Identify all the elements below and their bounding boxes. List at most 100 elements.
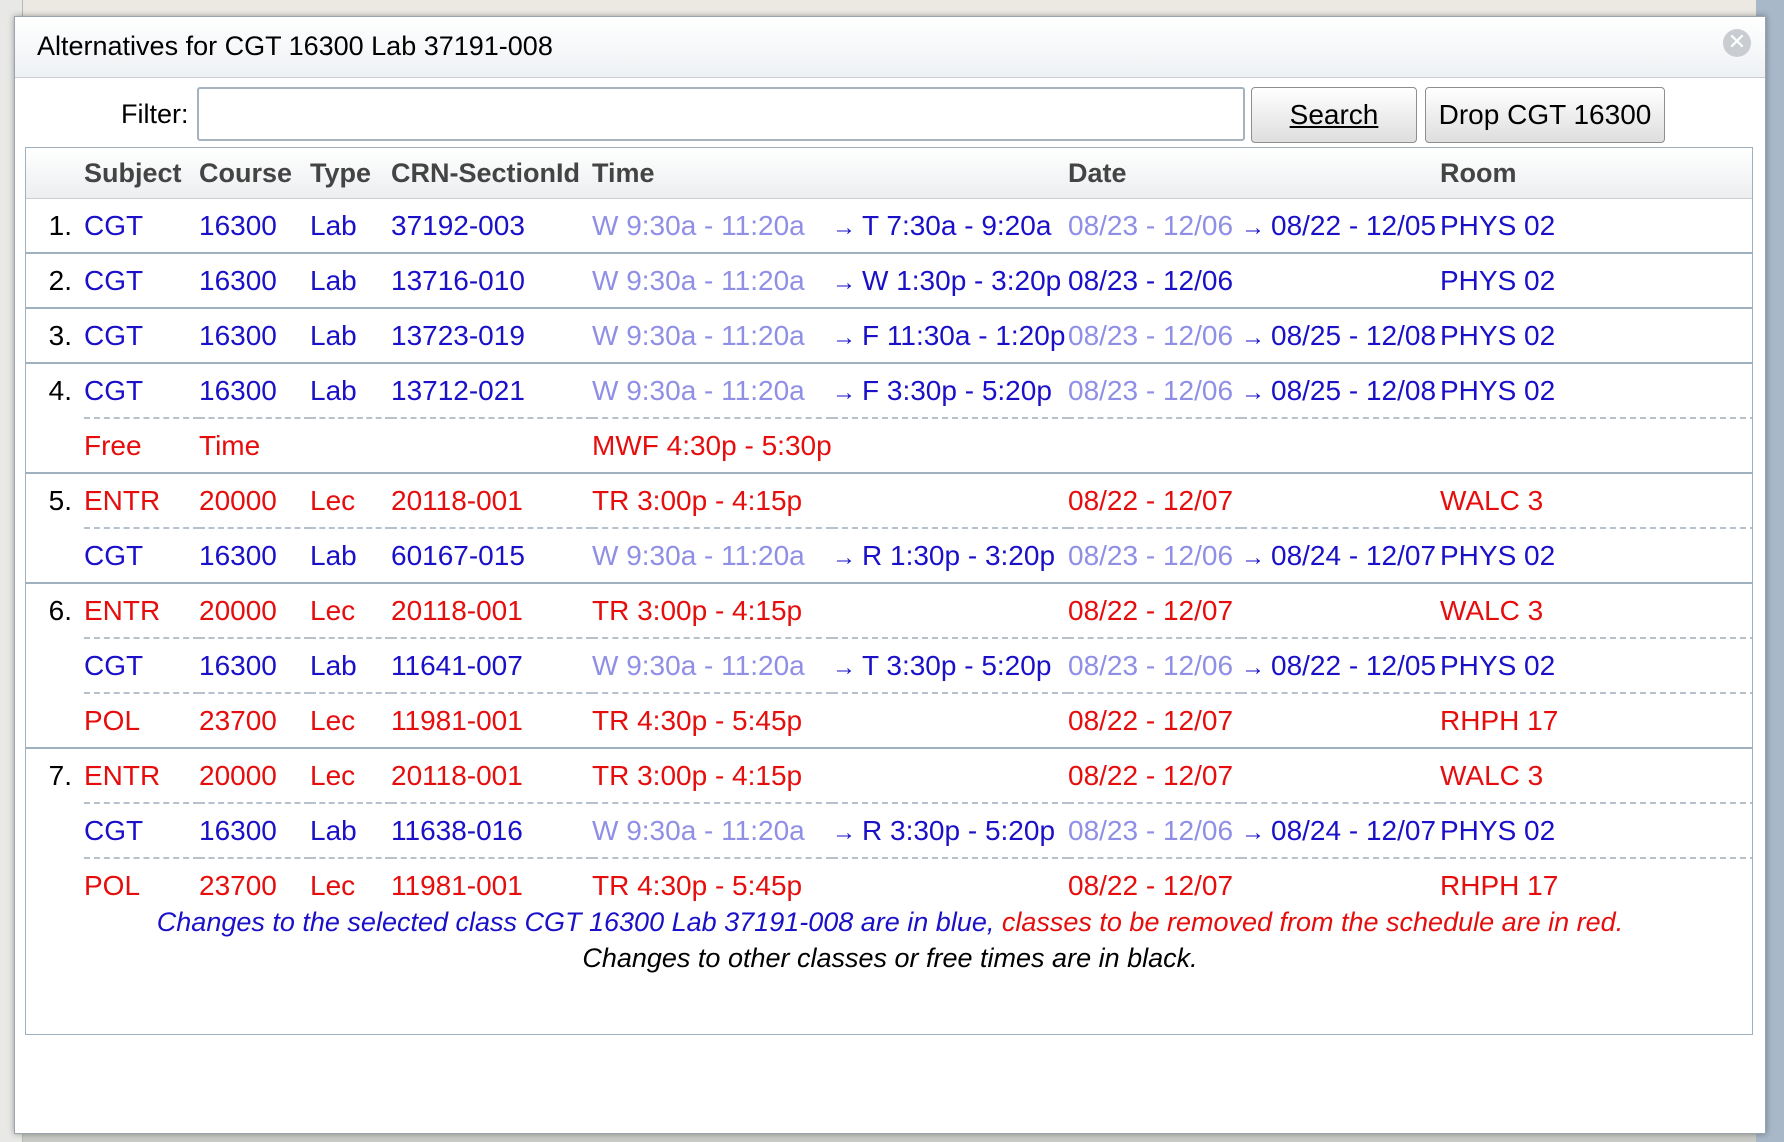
cell-date: 08/23 - 12/06	[1068, 209, 1234, 241]
cell-crn	[391, 417, 592, 473]
header-type[interactable]: Type	[310, 148, 391, 199]
cell-date-new	[1241, 747, 1440, 803]
cell-date: 08/22 - 12/07	[1068, 582, 1241, 638]
row-number	[26, 418, 84, 473]
alternatives-table-container[interactable]: Subject Course Type CRN-SectionId Time D…	[25, 147, 1753, 1035]
cell-room	[1440, 417, 1752, 473]
cell-course: 16300	[199, 209, 277, 241]
row-number	[26, 858, 84, 912]
cell-date-new: → 08/24 - 12/07	[1241, 802, 1440, 858]
cell-date-new	[1241, 582, 1440, 638]
table-row[interactable]: CGT 16300 Lab 11638-016 W 9:30a - 11:20a → R 3…	[26, 802, 1752, 858]
search-button[interactable]: Search	[1251, 87, 1417, 143]
cell-crn: 13712-021	[391, 362, 592, 418]
header-crn[interactable]: CRN-SectionId	[391, 148, 592, 199]
arrow-right-icon: →	[832, 653, 856, 681]
cell-room: WALC 3	[1440, 472, 1752, 528]
cell-date: 08/23 - 12/06	[1068, 802, 1241, 858]
cell-date: 08/22 - 12/07	[1068, 692, 1241, 748]
cell-subject: ENTR	[84, 472, 199, 528]
cell-course: 16300	[199, 637, 310, 693]
legend-black: Changes to other classes or free times a…	[582, 943, 1198, 973]
cell-subject: ENTR	[84, 582, 199, 638]
cell-type: Lab	[310, 527, 391, 583]
header-time[interactable]: Time	[592, 148, 832, 199]
cell-subject: CGT	[84, 637, 199, 693]
table-row[interactable]: 3. CGT 16300 Lab 13723-019 W 9:30a - 11:20a → F…	[26, 307, 1752, 363]
cell-room: PHYS 02	[1440, 637, 1752, 693]
cell-date-new-text: 08/25 - 12/08	[1271, 374, 1437, 406]
header-time-new	[832, 148, 1068, 199]
cell-time-new-text: R 1:30p - 3:20p	[862, 539, 1056, 571]
arrow-right-icon: →	[832, 818, 856, 846]
header-course[interactable]: Course	[199, 148, 310, 199]
table-row[interactable]: 2. CGT 16300 Lab 13716-010 W 9:30a - 11:20a → W…	[26, 252, 1752, 308]
cell-time-new: → T 3:30p - 5:20p	[832, 637, 1068, 693]
drop-button-label: Drop CGT 16300	[1438, 99, 1652, 130]
cell-course: 20000	[199, 582, 310, 638]
dialog-titlebar[interactable]: Alternatives for CGT 16300 Lab 37191-008…	[15, 17, 1765, 78]
cell-date-new-text: 08/24 - 12/07	[1271, 814, 1437, 846]
row-number	[26, 528, 84, 583]
filter-input[interactable]	[197, 87, 1245, 141]
table-row[interactable]: 6. ENTR 20000 Lec 20118-001 TR 3:00p - 4:15p 0…	[26, 582, 1752, 638]
header-date[interactable]: Date	[1068, 148, 1241, 199]
background-top	[0, 0, 1784, 18]
arrow-right-icon: →	[832, 213, 856, 241]
arrow-right-icon: →	[1241, 543, 1265, 571]
cell-date: 08/23 - 12/06	[1068, 527, 1241, 583]
cell-room: RHPH 17	[1440, 692, 1752, 748]
cell-date-new: → 08/22 - 12/05	[1241, 199, 1440, 254]
cell-crn: 20118-001	[391, 472, 592, 528]
cell-date-new-text: 08/24 - 12/07	[1271, 539, 1437, 571]
arrow-right-icon: →	[832, 378, 856, 406]
cell-subject: ENTR	[84, 747, 199, 803]
arrow-right-icon: →	[1241, 818, 1265, 846]
row-number: 5.	[26, 472, 84, 528]
cell-date: 08/22 - 12/07	[1068, 747, 1241, 803]
table-row[interactable]: 5. ENTR 20000 Lec 20118-001 TR 3:00p - 4:15p 0…	[26, 472, 1752, 528]
cell-time: MWF 4:30p - 5:30p	[592, 417, 1068, 473]
cell-crn: 11641-007	[391, 637, 592, 693]
arrow-right-icon: →	[1241, 378, 1265, 406]
cell-course: 23700	[199, 692, 310, 748]
header-room[interactable]: Room	[1440, 148, 1752, 199]
cell-type: Lab	[310, 307, 391, 363]
cell-type: Lab	[310, 362, 391, 418]
cell-type: Lab	[310, 802, 391, 858]
cell-type: Lec	[310, 857, 391, 912]
table-row[interactable]: 7. ENTR 20000 Lec 20118-001 TR 3:00p - 4:15p 0…	[26, 747, 1752, 803]
row-number: 3.	[26, 307, 84, 363]
close-icon[interactable]: ✕	[1723, 29, 1751, 57]
cell-time: TR 4:30p - 5:45p	[592, 692, 832, 748]
cell-room: PHYS 02	[1440, 527, 1752, 583]
table-row[interactable]: CGT 16300 Lab 11641-007 W 9:30a - 11:20a → T 3…	[26, 637, 1752, 693]
table-row[interactable]: CGT 16300 Lab 60167-015 W 9:30a - 11:20a → R 1…	[26, 527, 1752, 583]
cell-time-new-text: W 1:30p - 3:20p	[862, 264, 1062, 296]
cell-course: 16300	[199, 527, 310, 583]
header-index	[26, 148, 84, 199]
cell-date-new	[1241, 252, 1440, 308]
cell-subject: CGT	[84, 252, 199, 308]
table-row[interactable]: 1. CGT 16300 Lab 37192-003 W 9:30a - 11:20a → T…	[26, 199, 1752, 254]
arrow-right-icon: →	[1241, 653, 1265, 681]
cell-type: Lec	[310, 582, 391, 638]
row-number	[26, 693, 84, 748]
cell-date-new: → 08/24 - 12/07	[1241, 527, 1440, 583]
table-row[interactable]: POL 23700 Lec 11981-001 TR 4:30p - 5:45p 08/2…	[26, 692, 1752, 748]
cell-date: 08/22 - 12/07	[1068, 857, 1241, 912]
table-row[interactable]: Free Time MWF 4:30p - 5:30p	[26, 417, 1752, 473]
row-number	[26, 803, 84, 858]
cell-date: 08/23 - 12/06	[1068, 252, 1241, 308]
table-row[interactable]: POL 23700 Lec 11981-001 TR 4:30p - 5:45p 08/2…	[26, 857, 1752, 912]
drop-course-button[interactable]: Drop CGT 16300	[1425, 87, 1665, 143]
cell-date: 08/23 - 12/06	[1068, 637, 1241, 693]
table-row[interactable]: 4. CGT 16300 Lab 13712-021 W 9:30a - 11:20a → F…	[26, 362, 1752, 418]
header-subject[interactable]: Subject	[84, 148, 199, 199]
cell-subject: CGT	[84, 307, 199, 363]
cell-time: W 9:30a - 11:20a	[592, 307, 832, 363]
cell-room: PHYS 02	[1440, 802, 1752, 858]
search-button-label: Search	[1289, 99, 1379, 130]
row-number: 1.	[48, 209, 72, 241]
cell-crn: 11638-016	[391, 802, 592, 858]
